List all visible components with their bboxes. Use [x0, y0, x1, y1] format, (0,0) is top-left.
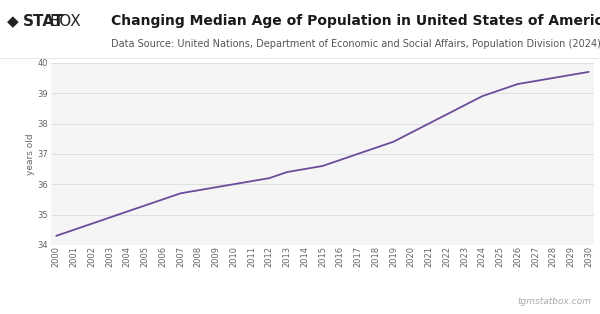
Y-axis label: years old: years old — [26, 133, 35, 175]
Text: BOX: BOX — [49, 14, 81, 30]
Text: tgmstatbox.com: tgmstatbox.com — [517, 297, 591, 306]
Text: STAT: STAT — [23, 14, 64, 30]
Text: Data Source: United Nations, Department of Economic and Social Affairs, Populati: Data Source: United Nations, Department … — [111, 39, 600, 49]
Text: ◆: ◆ — [7, 14, 19, 30]
Text: Changing Median Age of Population in United States of America (2000–2030): Changing Median Age of Population in Uni… — [111, 14, 600, 28]
